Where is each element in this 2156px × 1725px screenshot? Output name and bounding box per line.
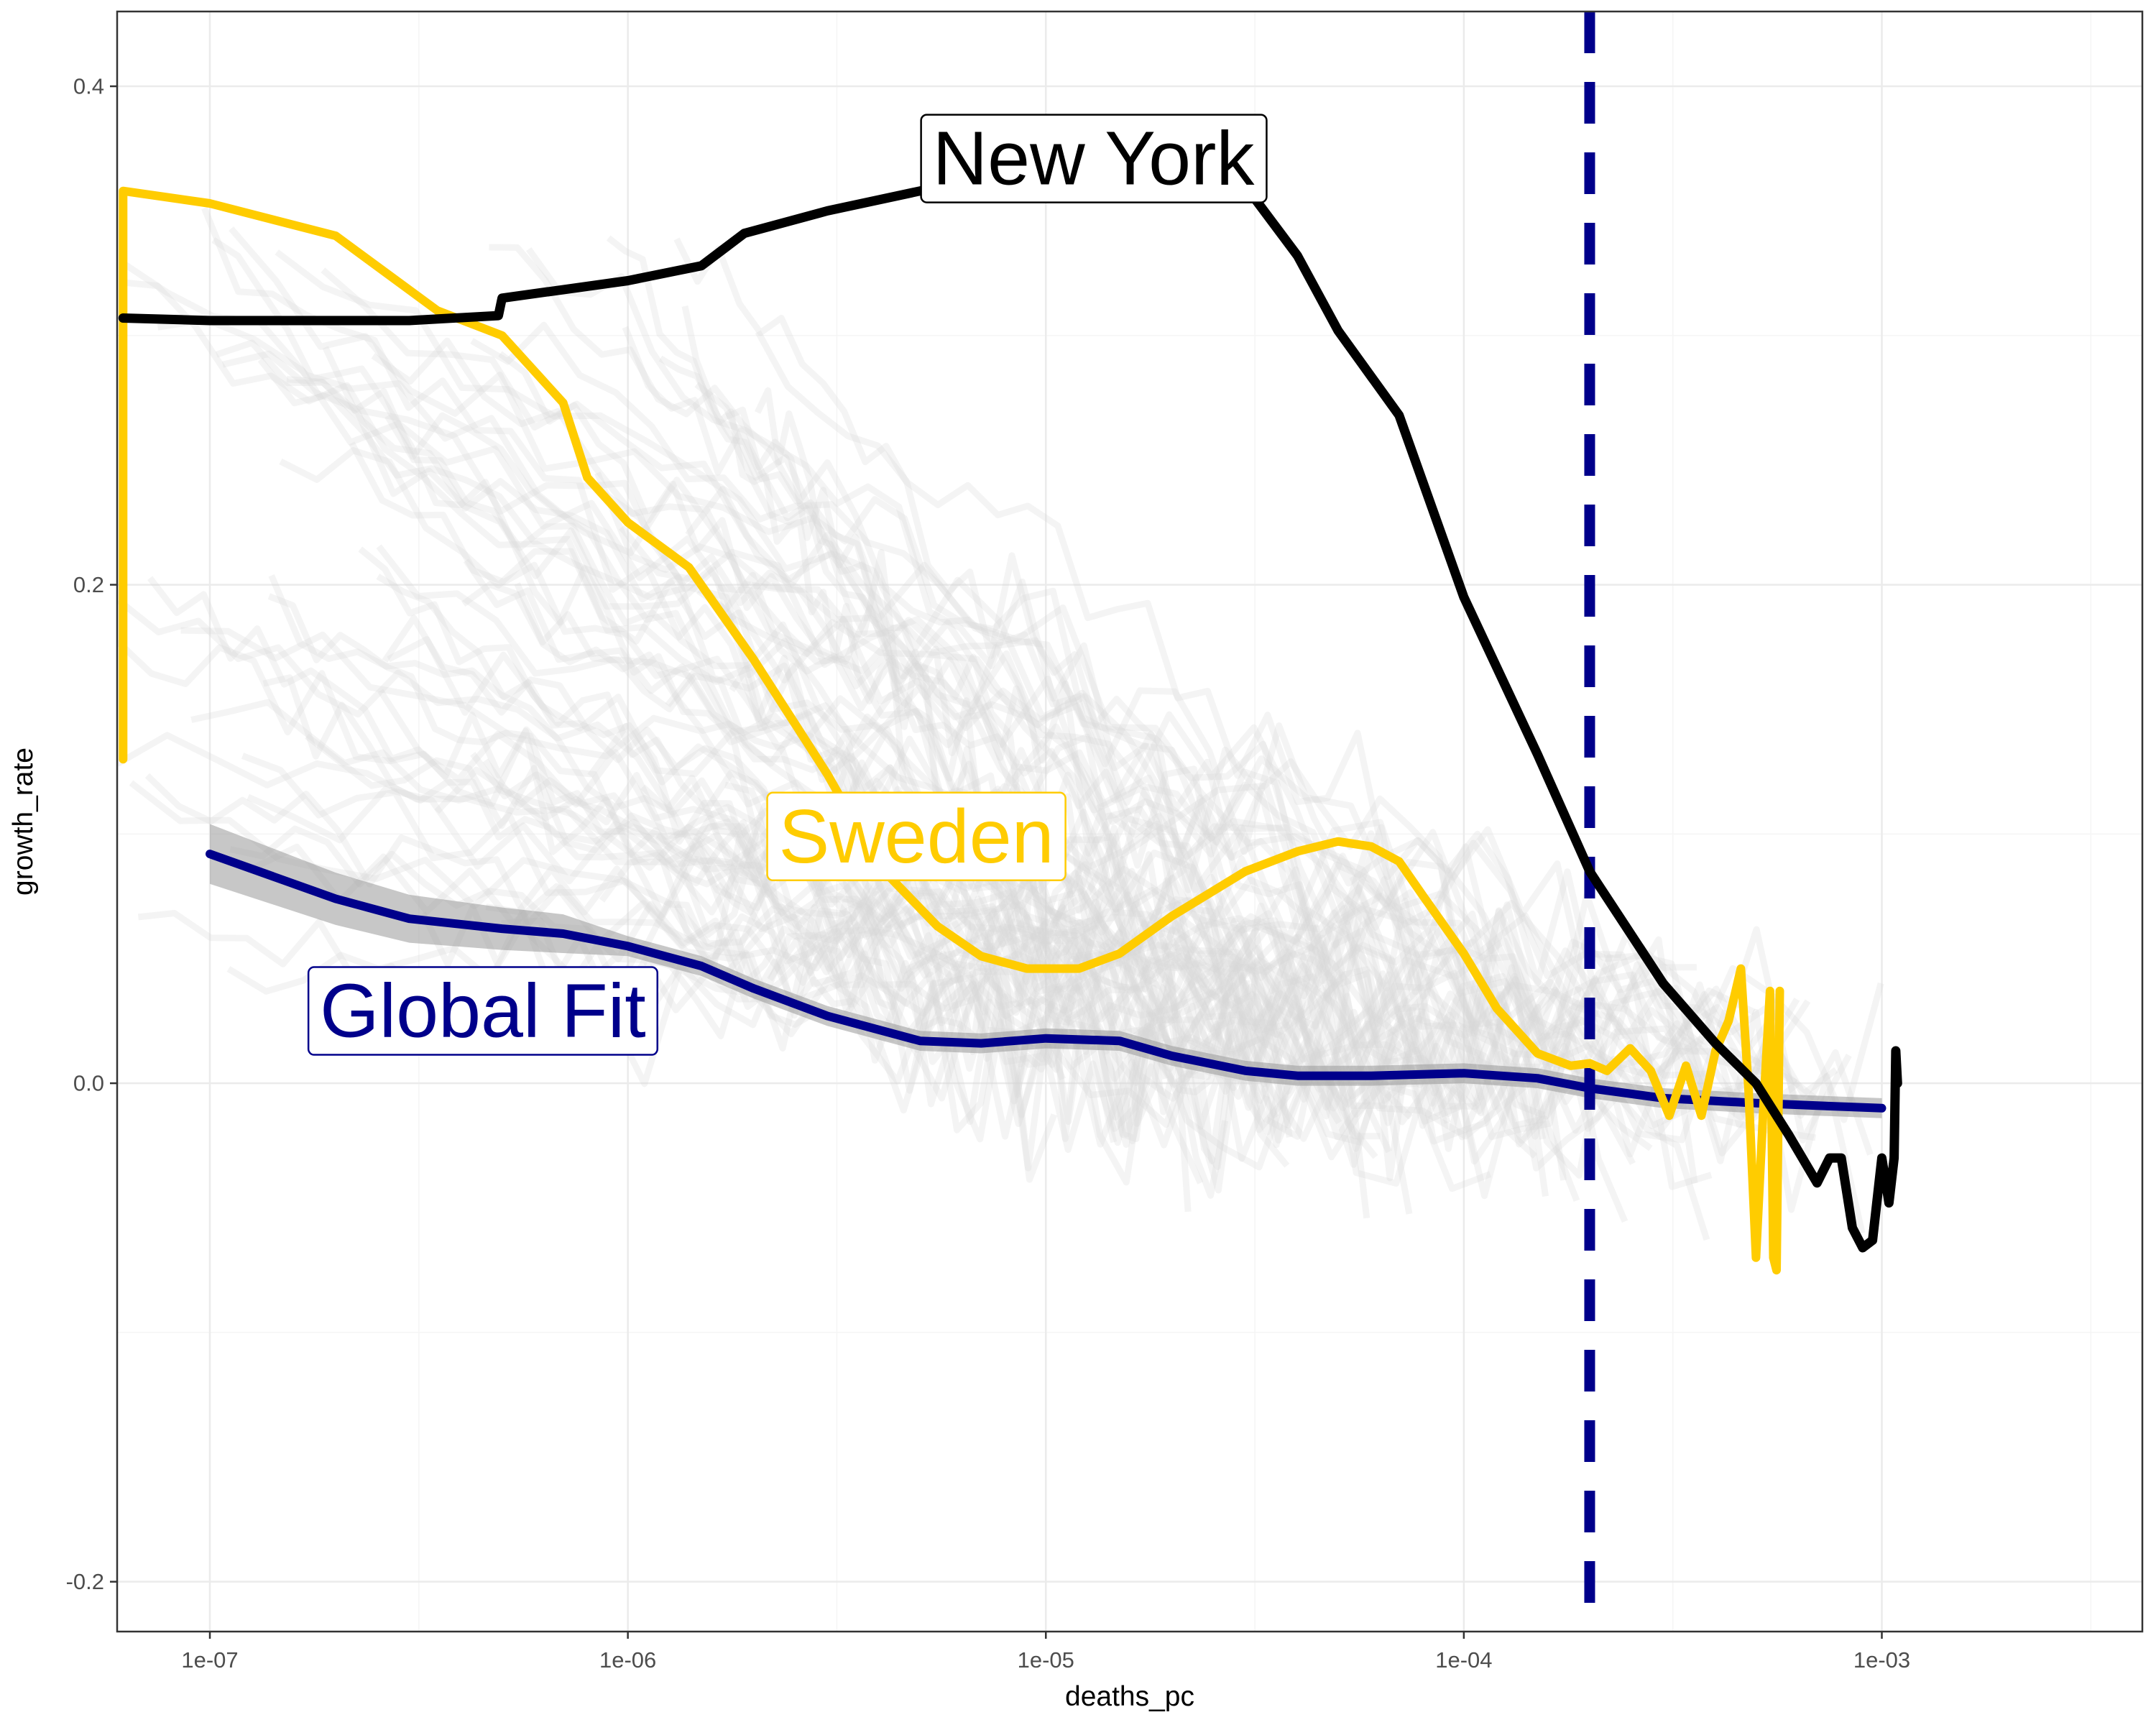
annotation-new-york-box	[920, 114, 1268, 203]
background-country-line	[279, 447, 1519, 1115]
background-country-line	[673, 903, 1776, 1179]
background-country-line	[322, 346, 1322, 1104]
sweden-line	[119, 186, 1784, 1275]
background-country-line	[498, 351, 1342, 1125]
background-country-line	[129, 780, 1800, 1125]
background-country-line	[681, 305, 1080, 1142]
x-tick: 1e-07	[181, 1632, 239, 1673]
plot-panel	[117, 12, 2142, 1632]
background-country-line	[252, 843, 1729, 1144]
background-country-line	[606, 235, 1192, 1213]
background-country-line	[371, 337, 1636, 1166]
series-annotations: New York Sweden Global Fit	[307, 114, 1268, 1056]
annotation-sweden: Sweden	[766, 791, 1067, 882]
y-tick: 0.2	[73, 572, 117, 597]
background-country-line	[470, 752, 1562, 1142]
x-tick: 1e-03	[1853, 1632, 1910, 1673]
background-country-line	[622, 326, 1416, 1182]
background-country-line	[526, 247, 1580, 1120]
background-country-line	[489, 244, 1451, 1124]
background-country-line	[157, 316, 1798, 1086]
background-country-line	[117, 638, 1279, 1119]
background-country-line	[595, 479, 1582, 1141]
x-tick-label: 1e-05	[1018, 1647, 1074, 1673]
x-tick: 1e-04	[1435, 1632, 1493, 1673]
y-tick: 0.0	[73, 1071, 117, 1096]
background-country-line	[257, 357, 1426, 1126]
background-country-line	[387, 636, 1692, 1134]
annotation-sweden-box	[766, 791, 1067, 882]
y-tick-label: 0.2	[73, 572, 104, 597]
background-country-line	[650, 913, 1692, 1172]
annotation-global-fit: Global Fit	[307, 966, 659, 1056]
minor-gridlines	[117, 12, 2142, 1632]
background-country-line	[485, 865, 1600, 1126]
y-tick: 0.4	[73, 74, 117, 99]
x-tick: 1e-06	[599, 1632, 656, 1673]
y-axis-title: growth_rate	[8, 748, 39, 896]
x-tick-label: 1e-06	[599, 1647, 656, 1673]
y-axis: -0.2 0.0 0.2 0.4	[66, 74, 117, 1594]
background-country-line	[685, 486, 1874, 1156]
background-country-line	[221, 350, 1800, 1090]
background-country-line	[262, 674, 1156, 1186]
background-country-line	[286, 376, 1499, 1125]
background-country-line	[119, 279, 1413, 1215]
new-york-line	[118, 159, 1902, 1253]
background-country-line	[305, 733, 1414, 1120]
x-tick-label: 1e-03	[1853, 1647, 1910, 1673]
x-tick-label: 1e-07	[181, 1647, 238, 1673]
background-country-line	[658, 355, 1289, 1136]
background-country-line	[119, 258, 1697, 1031]
background-country-line	[268, 574, 1250, 1194]
background-country-line	[619, 525, 1884, 1123]
background-country-line	[755, 387, 1118, 1144]
background-country-line	[147, 576, 1067, 1081]
annotation-new-york: New York	[920, 114, 1268, 203]
global-fit-line	[206, 850, 1886, 1113]
background-country-line	[201, 206, 1363, 1146]
background-country-line	[725, 406, 1277, 1095]
background-country-line	[117, 732, 1817, 1141]
background-country-line	[594, 472, 1759, 1156]
background-country-line	[215, 339, 1427, 1077]
background-country-line	[514, 772, 1549, 1197]
background-country-line	[599, 852, 1538, 1159]
background-country-line	[211, 237, 1058, 1183]
background-country-line	[627, 901, 1293, 1164]
background-country-line	[696, 571, 1626, 1041]
background-country-line	[229, 226, 1756, 1070]
background-country-line	[190, 699, 1492, 1192]
background-country-line	[144, 773, 1227, 1149]
background-country-line	[247, 786, 1811, 1075]
y-tick-label: 0.4	[73, 74, 104, 99]
background-country-line	[755, 330, 1780, 1054]
y-tick-label: -0.2	[66, 1569, 104, 1594]
annotation-sweden-text: Sweden	[779, 794, 1054, 879]
annotation-new-york-text: New York	[933, 116, 1256, 201]
background-country-line	[673, 237, 1392, 1154]
x-axis: 1e-07 1e-06 1e-05 1e-04 1e-03	[181, 1632, 1910, 1673]
y-tick-label: 0.0	[73, 1071, 104, 1096]
x-tick: 1e-05	[1018, 1632, 1074, 1673]
background-country-line	[679, 865, 1567, 1181]
background-country-line	[384, 414, 1290, 1168]
annotation-global-fit-box	[307, 966, 659, 1056]
x-tick-label: 1e-04	[1435, 1647, 1492, 1673]
background-country-line	[715, 882, 1262, 1121]
x-axis-title: deaths_pc	[1065, 1681, 1194, 1712]
annotation-global-fit-text: Global Fit	[320, 969, 646, 1054]
background-country-line	[470, 321, 1698, 1184]
background-country-line	[463, 558, 1519, 1200]
y-tick: -0.2	[66, 1569, 117, 1594]
background-country-line	[694, 382, 1710, 1241]
panel-border	[116, 10, 2144, 1633]
